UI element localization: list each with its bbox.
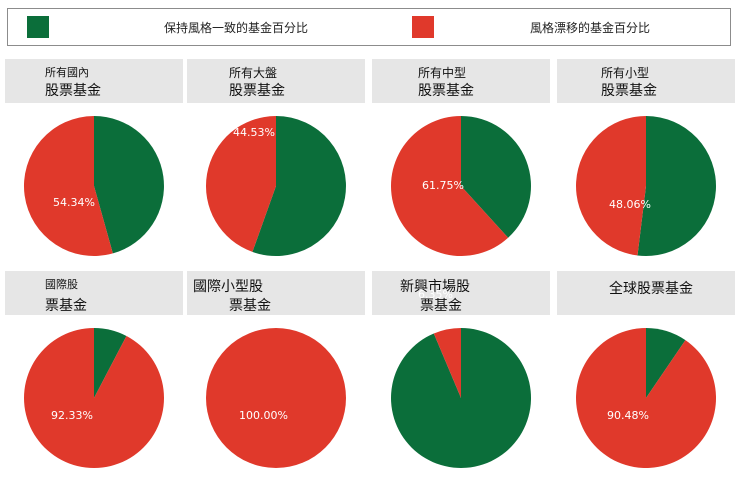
panel-title-line1: 所有中型	[418, 66, 467, 80]
legend-label-drift: 風格漂移的基金百分比	[530, 21, 651, 35]
legend-swatch-drift	[412, 16, 434, 38]
pie-slice-drift	[23, 116, 113, 256]
panel-title-line1: 新興市場股	[400, 279, 470, 295]
pie-slice-drift	[576, 116, 646, 256]
pie-chart: 92.33%	[24, 328, 165, 468]
panel-title-line2: 股票基金	[418, 83, 474, 99]
pie-panel-all-domestic: 所有國內 股票基金 54.34%	[5, 59, 183, 269]
panel-title-line2: 股票基金	[601, 83, 657, 99]
legend-label-consistent: 保持風格一致的基金百分比	[164, 21, 309, 35]
pie-chart: 48.06%	[576, 116, 717, 256]
pie-panel-global: 全球股票基金 90.48%	[557, 271, 735, 481]
panel-header: 所有中型 股票基金	[372, 59, 550, 103]
pie-slice-consistent	[94, 328, 127, 398]
pie-slice-consistent	[391, 328, 532, 468]
pie-data-label: 100.00%	[239, 409, 288, 422]
pie-data-label: 6.35%	[418, 288, 453, 301]
pie-slice-drift	[205, 116, 276, 252]
pie-panel-all-large-cap: 所有大盤 股票基金 44.53%	[187, 59, 365, 269]
pie-panel-international-small-cap: 國際小型股 票基金 100.00%	[187, 271, 365, 481]
pie-chart: 44.53%	[205, 116, 346, 256]
pie-slice-drift	[206, 328, 346, 468]
panel-title-line2: 股票基金	[229, 83, 285, 99]
pie-chart: 54.34%	[23, 116, 164, 256]
pie-panel-all-small-cap: 所有小型 股票基金 48.06%	[557, 59, 735, 269]
panel-title-line1: 所有大盤	[229, 66, 278, 80]
panel-title-line2: 票基金	[229, 298, 271, 314]
pie-slice-drift	[576, 328, 717, 468]
panel-header: 國際股 票基金	[5, 271, 183, 315]
pie-chart: 61.75%	[390, 115, 531, 256]
panel-title-line1: 全球股票基金	[609, 281, 693, 297]
pie-panel-all-mid-cap: 所有中型 股票基金 61.75%	[372, 59, 550, 269]
pie-chart: 6.35%	[391, 288, 532, 468]
legend: 保持風格一致的基金百分比 風格漂移的基金百分比	[7, 8, 731, 46]
panel-title-line1: 所有小型	[601, 66, 650, 80]
panel-title-line1: 所有國內	[45, 66, 89, 79]
pie-slice-drift	[24, 328, 165, 468]
panel-title-line2: 票基金	[45, 298, 87, 314]
pie-data-label: 92.33%	[51, 409, 93, 422]
panel-header: 所有小型 股票基金	[557, 59, 735, 103]
pie-slice-drift	[433, 328, 461, 398]
panel-title-line1: 國際股	[45, 278, 78, 291]
pie-data-label: 44.53%	[233, 126, 275, 139]
pie-data-label: 54.34%	[53, 196, 95, 209]
pie-data-label: 48.06%	[609, 198, 651, 211]
pie-data-label: 90.48%	[607, 409, 649, 422]
pie-chart: 90.48%	[576, 328, 717, 468]
pie-panel-emerging-markets: 新興市場股 票基金 6.35%	[372, 271, 550, 481]
panel-header: 全球股票基金	[557, 271, 735, 315]
pie-chart: 100.00%	[206, 328, 346, 468]
panel-header: 國際小型股 票基金	[187, 271, 365, 315]
pie-slice-consistent	[637, 116, 717, 256]
pie-slice-drift	[390, 115, 509, 256]
pie-slice-consistent	[94, 116, 164, 254]
panel-title-line1: 國際小型股	[193, 279, 263, 295]
legend-swatch-consistent	[27, 16, 49, 38]
pie-data-label: 61.75%	[422, 179, 464, 192]
pie-slice-consistent	[252, 116, 346, 256]
panel-header: 所有國內 股票基金	[5, 59, 183, 103]
panel-title-line2: 票基金	[420, 298, 462, 314]
panel-header: 新興市場股 票基金	[372, 271, 550, 315]
pie-slice-consistent	[646, 328, 686, 398]
panel-title-line2: 股票基金	[45, 83, 101, 99]
pie-slice-consistent	[461, 116, 531, 238]
panel-header: 所有大盤 股票基金	[187, 59, 365, 103]
pie-panel-international: 國際股 票基金 92.33%	[5, 271, 183, 481]
